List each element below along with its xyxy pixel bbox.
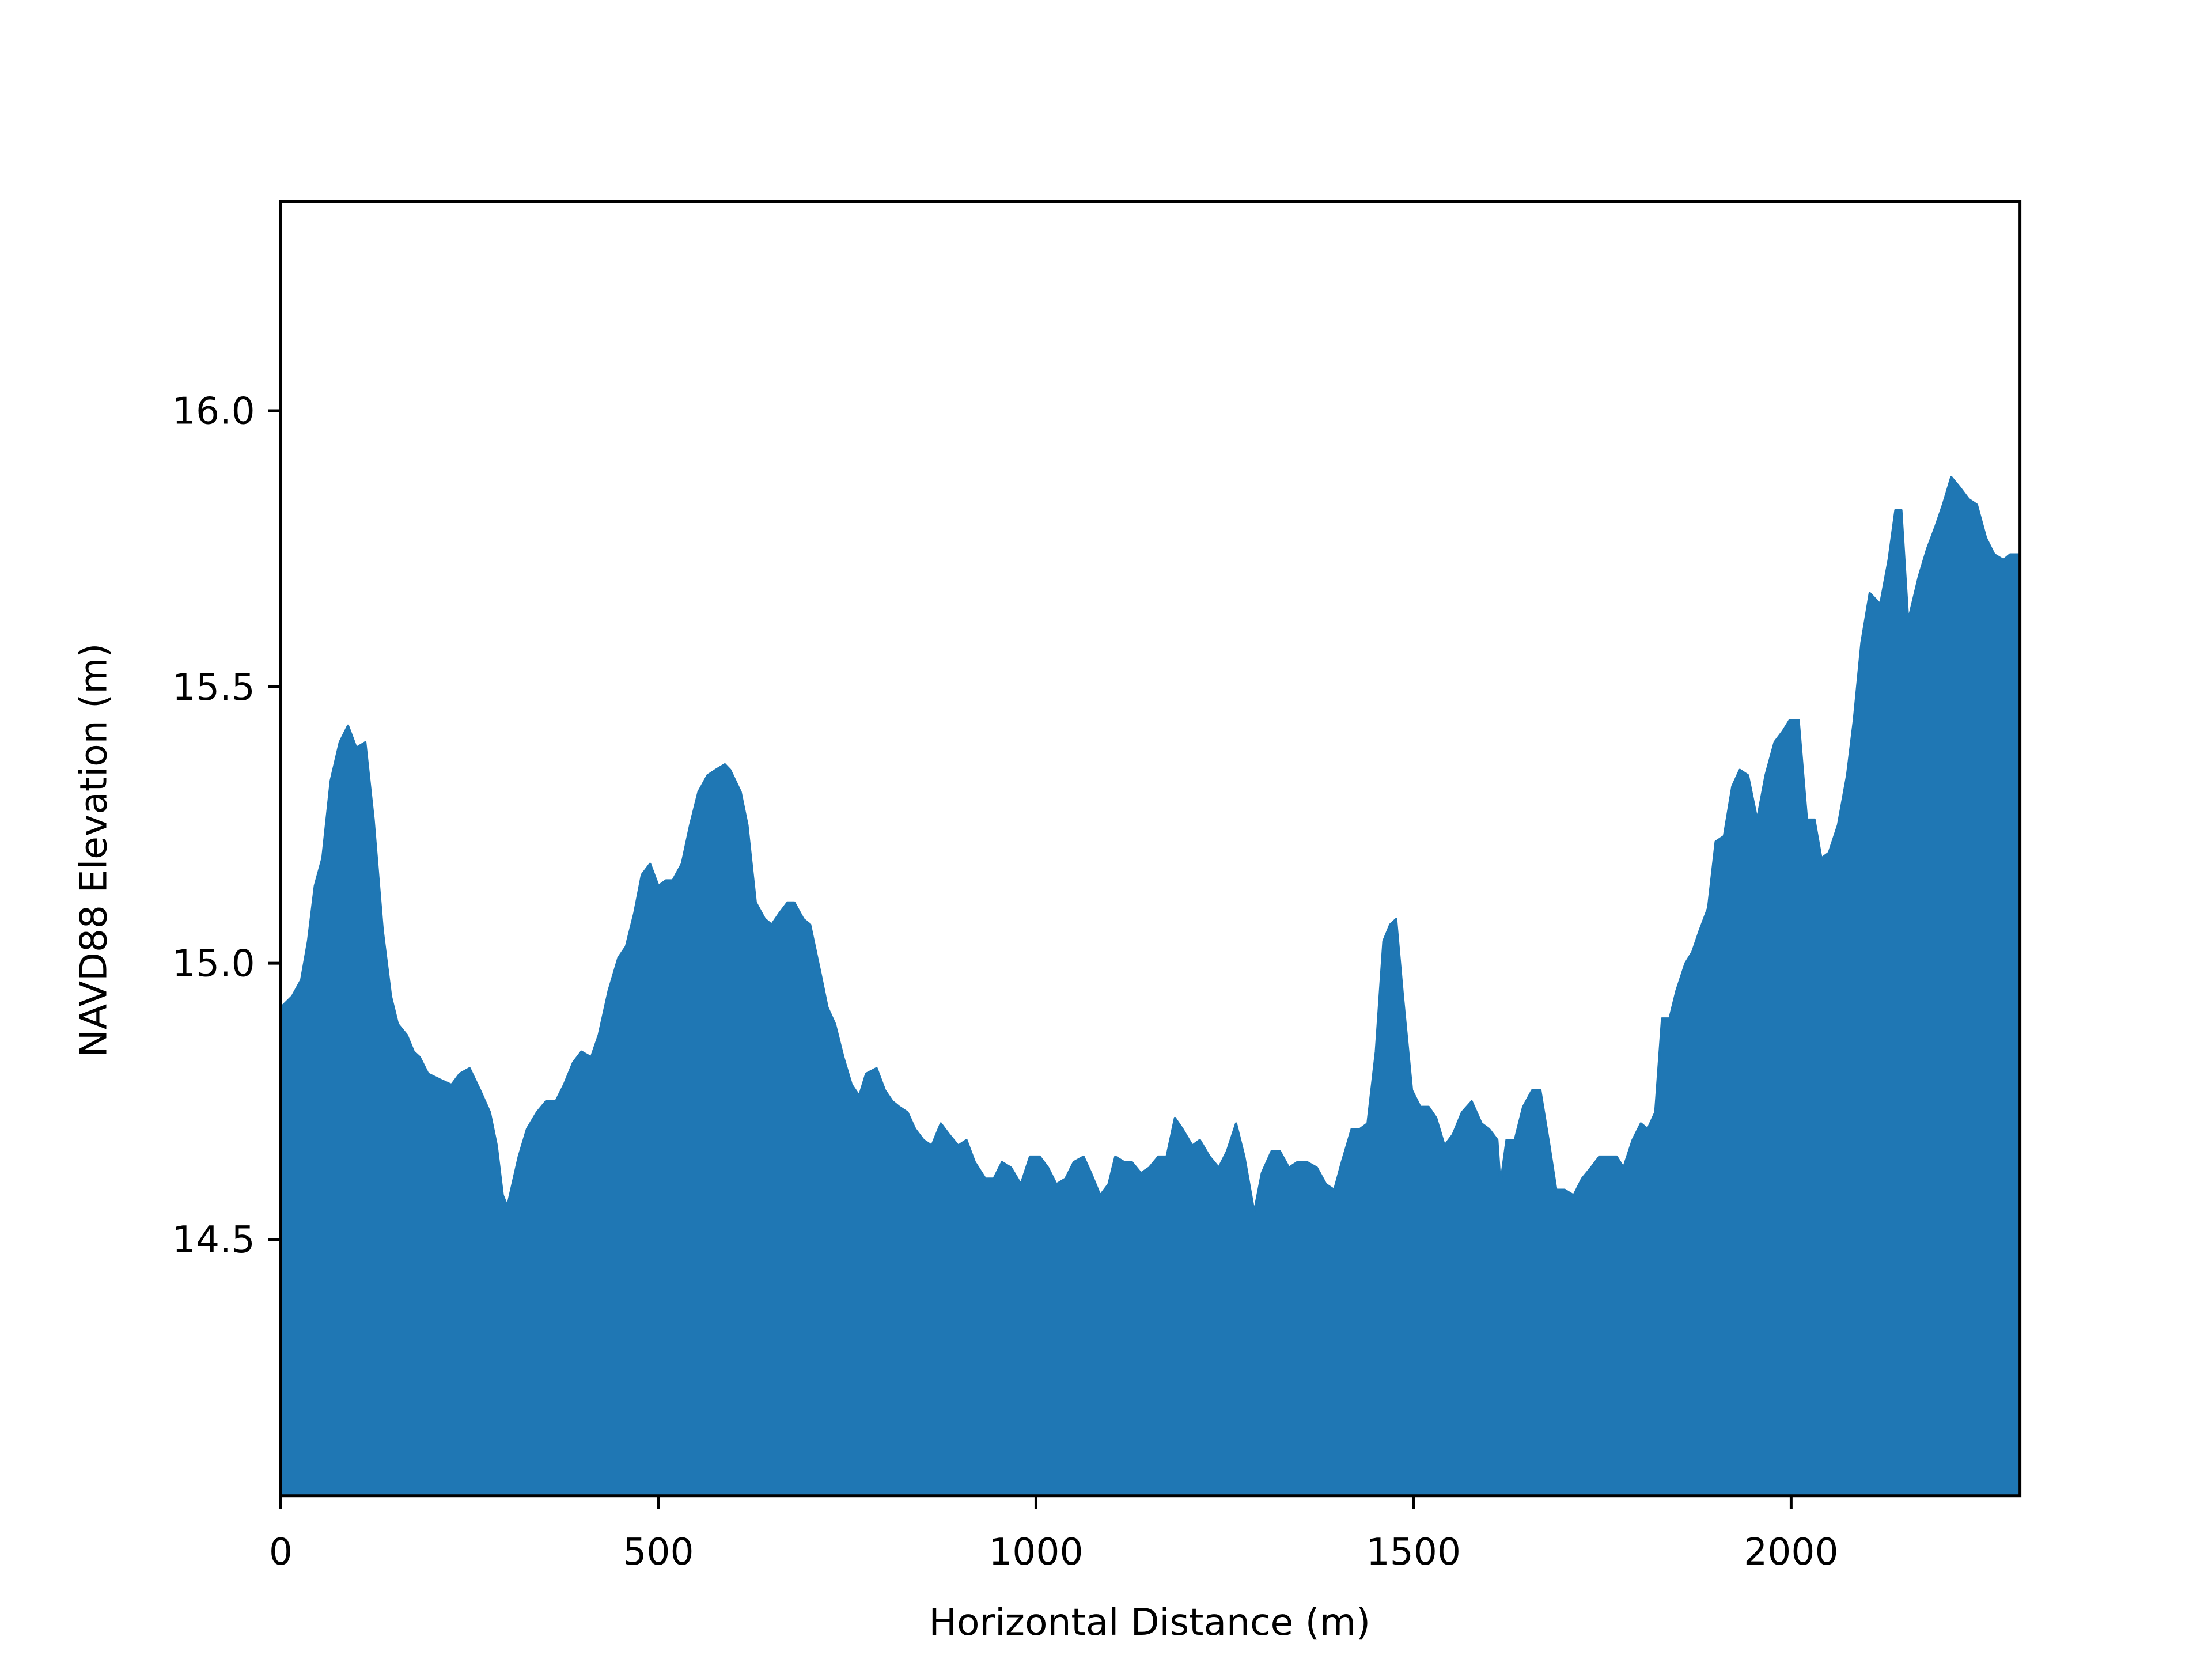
y-axis-label: NAVD88 Elevation (m) (72, 643, 115, 1058)
y-tick-label: 15.0 (172, 942, 255, 985)
y-tick-label: 15.5 (172, 666, 255, 709)
x-tick-label: 0 (269, 1531, 293, 1574)
area (279, 476, 2021, 1497)
x-tick-label: 500 (623, 1531, 694, 1574)
y-tick-label: 14.5 (172, 1218, 255, 1262)
x-tick-label: 1000 (988, 1531, 1083, 1574)
x-axis-label: Horizontal Distance (m) (929, 1601, 1370, 1644)
y-tick-label: 16.0 (172, 389, 255, 433)
x-tick-label: 1500 (1366, 1531, 1461, 1574)
plot-frame (279, 200, 2022, 1498)
x-tick-label: 2000 (1744, 1531, 1838, 1574)
